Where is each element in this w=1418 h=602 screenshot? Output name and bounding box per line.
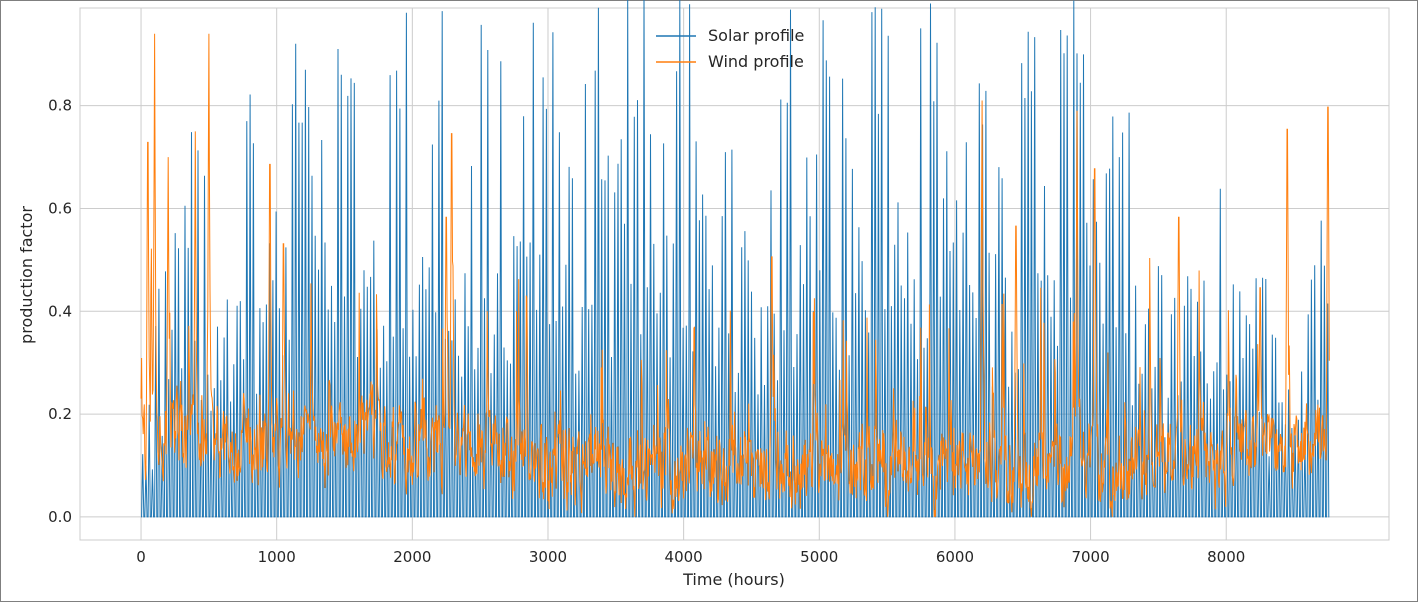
y-axis-label: production factor xyxy=(17,206,36,344)
x-axis-ticks: 0 1000 2000 3000 4000 5000 6000 7000 8000 xyxy=(136,548,1245,566)
legend-label-wind: Wind profile xyxy=(708,52,804,71)
series-line-wind xyxy=(140,33,1330,517)
series-line-solar xyxy=(141,0,1330,518)
x-axis-label: Time (hours) xyxy=(682,570,785,589)
y-tick-label: 0.0 xyxy=(48,508,72,526)
x-tick-label: 6000 xyxy=(936,548,974,566)
x-tick-label: 2000 xyxy=(393,548,431,566)
y-tick-label: 0.8 xyxy=(48,97,72,115)
y-tick-label: 0.2 xyxy=(48,405,72,423)
y-axis-ticks: 0.0 0.2 0.4 0.6 0.8 xyxy=(48,97,72,526)
x-tick-label: 5000 xyxy=(800,548,838,566)
legend: Solar profile Wind profile xyxy=(656,26,804,71)
legend-label-solar: Solar profile xyxy=(708,26,804,45)
x-tick-label: 3000 xyxy=(529,548,567,566)
x-tick-label: 0 xyxy=(136,548,146,566)
y-tick-label: 0.6 xyxy=(48,199,72,217)
x-tick-label: 1000 xyxy=(258,548,296,566)
x-tick-label: 7000 xyxy=(1071,548,1109,566)
x-tick-label: 4000 xyxy=(665,548,703,566)
x-tick-label: 8000 xyxy=(1207,548,1245,566)
series-lines xyxy=(140,0,1330,518)
y-tick-label: 0.4 xyxy=(48,302,72,320)
